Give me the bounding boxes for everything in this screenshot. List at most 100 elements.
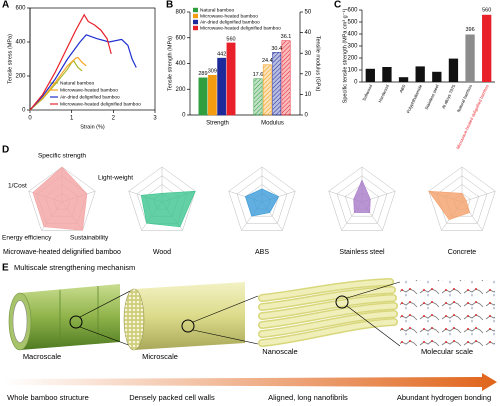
y-tick-label: 800: [175, 10, 186, 16]
x-tick-label: 0: [28, 116, 32, 122]
bar: [226, 42, 236, 116]
x-tick-label: Al alloys 7075: [441, 83, 457, 109]
value-label: 24.4: [262, 58, 273, 64]
stress-curve: [29, 56, 87, 111]
radar-axis-label: 1/Cost: [8, 183, 27, 190]
x-tick-label: Modulus: [261, 121, 284, 127]
y-tick-label: 0: [354, 80, 358, 86]
bar: [253, 78, 263, 116]
macroscale-culm: [8, 284, 135, 351]
radar-title: ABS: [255, 249, 269, 256]
x-tick-label: Strength: [206, 121, 229, 127]
radar-axis-label: Light-weight: [98, 175, 133, 182]
legend-swatch: [193, 7, 198, 13]
x-tick-label: ABS: [398, 84, 406, 94]
x-tick-label: 1: [70, 116, 74, 122]
bar: [398, 77, 409, 82]
value-label: 289: [198, 71, 207, 77]
x-tick-label: Stainless steel: [424, 84, 440, 111]
y-tick-label: 50: [305, 10, 312, 16]
y-tick-label: 200: [15, 74, 26, 80]
y-axis-label: Specific tensile strength (MPa cm³ g⁻¹): [342, 9, 348, 104]
x-tick-label: 3: [153, 116, 157, 122]
scale-description: Abundant hydrogen bonding: [397, 393, 491, 402]
radar-area: [428, 190, 471, 221]
bar: [207, 74, 217, 116]
bar: [365, 68, 375, 82]
y-axis-label: Tensile stress (MPa): [7, 34, 13, 84]
y-tick-label: 300: [347, 44, 358, 50]
x-tick-label: Microwave-heated delignified bamboo: [455, 83, 490, 150]
x-tick-label: Hardwood: [377, 83, 390, 103]
bar: [272, 52, 282, 116]
scale-arrow: [4, 373, 497, 391]
radar-title: Wood: [153, 249, 171, 256]
scale-label: Microscale: [142, 352, 178, 361]
bar: [382, 67, 392, 82]
x-tick-label: Polyphthalamide: [405, 83, 423, 114]
radar-grid: [28, 166, 96, 231]
x-tick-label: Softwood: [361, 83, 373, 102]
y-tick-label: 600: [347, 8, 358, 14]
stress-curve: [29, 60, 83, 111]
panel-label: E: [2, 263, 9, 274]
bar: [465, 34, 475, 82]
value-label: 30.4: [271, 46, 282, 52]
scale-description: Aligned, long nanofibrils: [268, 393, 348, 402]
radar-title: Concrete: [448, 249, 477, 256]
radar-grid: [428, 166, 496, 231]
legend-label: Microwave-heated bamboo: [200, 13, 258, 19]
value-label: 560: [482, 7, 491, 13]
y-tick-label: 10: [305, 92, 312, 98]
legend-label: Natural bamboo: [60, 80, 94, 86]
microscale-cells: [123, 282, 259, 351]
bar: [198, 77, 208, 116]
bar: [448, 58, 459, 82]
legend-swatch: [193, 19, 198, 25]
radar-axis-label: Specific strength: [38, 153, 86, 160]
y-tick-label: 400: [347, 32, 358, 38]
bar: [415, 66, 425, 82]
scale-label: Macroscale: [23, 352, 61, 361]
x-axis-label: Strain (%): [80, 124, 105, 130]
scale-label: Molecular scale: [421, 347, 473, 356]
value-label: 36.1: [281, 34, 292, 40]
radar-area: [140, 190, 196, 228]
radar-title: Microwave-heated delignified bamboo: [3, 249, 121, 256]
value-label: 396: [465, 27, 474, 33]
radar-spoke: [461, 190, 496, 203]
bar: [432, 71, 442, 82]
radar-grid: [245, 184, 279, 217]
radar-grid: [328, 166, 396, 231]
bar: [262, 64, 272, 116]
value-label: 309: [208, 69, 217, 75]
bar: [217, 57, 227, 116]
radar-axis-label: Sustainability: [70, 235, 109, 242]
y-tick-label: 500: [347, 20, 358, 26]
radar-grid: [345, 184, 379, 217]
value-label: 442: [217, 52, 226, 58]
value-label: 17.6: [253, 72, 264, 78]
x-tick-label: 2: [112, 116, 116, 122]
y-tick-label: 400: [175, 61, 186, 67]
radar-grid: [228, 166, 296, 231]
y-tick-label: 200: [347, 56, 358, 62]
y-tick-label: 200: [175, 87, 186, 93]
radar-area: [32, 166, 88, 231]
legend-label: Air-dried delignified bamboo: [200, 19, 260, 25]
y2-axis-label: Tensile modulus (GPa): [315, 36, 321, 92]
stress-curve: [29, 13, 112, 111]
illustration-title: Multiscale strengthening mechanism: [14, 263, 135, 272]
scale-label: Nanoscale: [262, 347, 297, 356]
radar-grid: [436, 175, 488, 224]
y-axis-label: Tensile strength (MPa): [167, 36, 173, 91]
y-tick-label: 20: [305, 71, 312, 77]
scale-description: Whole bamboo structure: [7, 393, 89, 402]
y-tick-label: 600: [175, 35, 186, 41]
nanoscale-fibrils: [258, 278, 401, 347]
x-tick-label: Natural bamboo: [456, 83, 473, 113]
legend-label: Microwave-heated delignified bamboo: [200, 25, 281, 31]
radar-axis-label: Energy efficiency: [2, 235, 52, 242]
radar-grid: [336, 175, 388, 224]
